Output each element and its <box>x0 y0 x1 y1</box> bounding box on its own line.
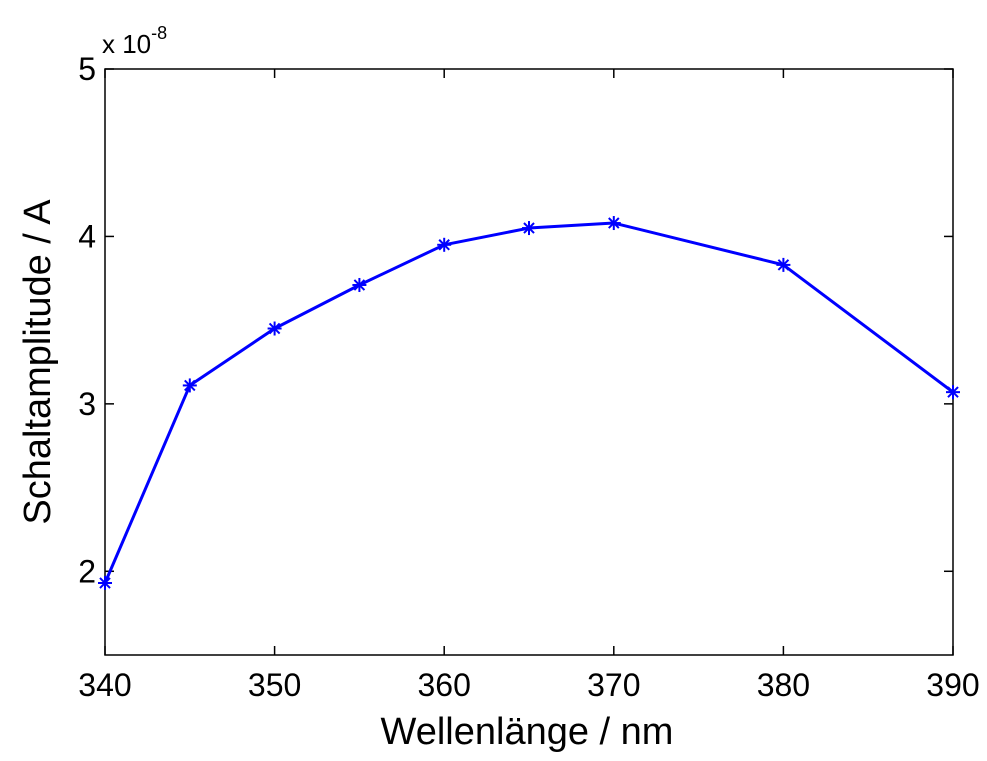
y-tick-label: 5 <box>78 51 96 87</box>
data-point <box>352 277 367 292</box>
x-tick-label: 380 <box>757 667 810 703</box>
plot-area <box>104 68 954 656</box>
y-exponent-label: x 10-8 <box>102 23 167 59</box>
series-line <box>103 221 954 584</box>
data-point <box>776 257 791 272</box>
data-point <box>606 216 621 231</box>
data-point <box>267 321 282 336</box>
x-tick-label: 350 <box>248 667 301 703</box>
plot-frame <box>104 68 954 656</box>
y-tick-label: 4 <box>78 218 96 254</box>
y-tick-label: 2 <box>78 553 96 589</box>
data-point <box>437 237 452 252</box>
data-point <box>522 221 536 236</box>
data-point <box>98 576 112 591</box>
x-tick-label: 340 <box>78 667 131 703</box>
series-layer <box>98 216 960 591</box>
x-tick-label: 370 <box>587 667 640 703</box>
axis-ticks <box>104 68 954 655</box>
y-tick-label: 3 <box>78 386 96 422</box>
data-point <box>182 378 197 393</box>
x-tick-label: 360 <box>418 667 471 703</box>
x-tick-label: 390 <box>926 667 979 703</box>
y-axis-label: Schaltamplitude / A <box>17 199 59 525</box>
x-axis-label: Wellenlänge / nm <box>381 711 674 753</box>
data-point <box>946 385 960 400</box>
axis-tick-labels: 340 350 360 370 380 390 2 3 4 5 <box>78 51 979 703</box>
